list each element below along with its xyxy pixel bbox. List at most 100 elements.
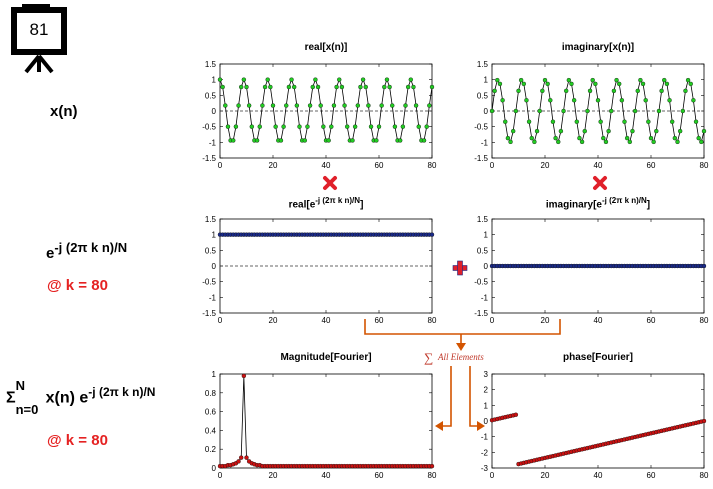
y-tick-label: 1	[212, 370, 217, 379]
data-point	[611, 88, 617, 94]
x-tick-label: 20	[269, 316, 278, 325]
y-tick-label: 1	[484, 76, 489, 85]
y-tick-label: 0	[212, 262, 217, 271]
slide-number: 81	[29, 20, 49, 39]
y-tick-label: -1	[481, 433, 489, 442]
data-point	[624, 135, 630, 141]
plus-icon	[452, 260, 468, 276]
data-point	[223, 103, 228, 108]
y-tick-label: 0.5	[205, 246, 217, 255]
data-point	[337, 77, 342, 82]
data-point	[662, 77, 667, 83]
data-point	[427, 103, 432, 108]
y-tick-label: -0.5	[202, 278, 216, 287]
data-point	[262, 84, 268, 90]
data-point	[254, 138, 260, 143]
data-point	[667, 98, 672, 103]
data-point	[670, 119, 675, 124]
data-point	[278, 138, 284, 143]
multiply-icon-2	[593, 176, 607, 190]
y-tick-label: 1.5	[477, 215, 489, 224]
data-point	[638, 77, 643, 83]
data-point	[590, 77, 595, 83]
title-imag-e: imaginary[e-j (2π k n)/N]	[492, 196, 704, 210]
data-point	[416, 124, 421, 129]
y-tick-label: 1.5	[205, 215, 217, 224]
data-point	[593, 81, 598, 87]
data-point	[656, 108, 662, 114]
x-tick-label: 20	[541, 161, 550, 170]
y-tick-label: 0	[212, 107, 217, 116]
y-tick-label: -1	[481, 138, 489, 147]
data-point	[518, 77, 524, 83]
data-point	[363, 84, 368, 90]
y-tick-label: -2	[481, 448, 489, 457]
data-point	[400, 124, 406, 129]
data-point	[231, 138, 236, 143]
data-point	[542, 77, 548, 83]
data-point	[270, 103, 276, 108]
dft-sub: n=0	[15, 402, 39, 418]
data-point	[672, 135, 678, 141]
data-point	[339, 84, 345, 90]
data-point	[548, 98, 553, 103]
data-point	[368, 124, 374, 129]
y-tick-label: -3	[481, 464, 489, 473]
kernel-label: e-j (2π k n)/N	[46, 240, 127, 262]
x-tick-label: 20	[269, 161, 278, 170]
x-tick-label: 20	[541, 471, 550, 480]
data-point	[495, 77, 500, 83]
title-magnitude: Magnitude[Fourier]	[280, 352, 372, 363]
y-tick-label: 1	[212, 231, 217, 240]
data-point	[691, 98, 696, 103]
data-point	[630, 128, 635, 134]
data-point	[614, 77, 619, 83]
data-point	[654, 128, 659, 134]
data-point	[233, 124, 239, 129]
data-point	[622, 119, 627, 124]
data-point	[699, 139, 704, 145]
x-tick-label: 80	[700, 316, 709, 325]
data-point	[421, 138, 427, 143]
data-point	[566, 77, 572, 83]
data-point	[693, 119, 699, 124]
y-tick-label: -1.5	[474, 309, 488, 318]
data-point	[503, 119, 508, 124]
data-point	[537, 108, 542, 114]
plot-imag_x: 0 20 40 60 80 1.5 1 0.5 0 -0.5 -1 -1.5	[474, 60, 709, 170]
data-point	[366, 103, 371, 108]
data-point	[302, 138, 307, 143]
data-point	[315, 84, 321, 90]
data-point	[524, 98, 529, 103]
x-tick-label: 20	[541, 316, 550, 325]
dft-k-label: @ k = 80	[47, 432, 108, 449]
data-point	[635, 88, 640, 94]
data-point	[603, 139, 609, 145]
slide-number-icon	[6, 4, 68, 76]
data-point	[550, 119, 556, 124]
data-point	[313, 77, 318, 82]
dft-expr: x(n) e	[45, 389, 89, 407]
data-point	[281, 124, 286, 129]
data-point	[646, 119, 651, 124]
data-point	[345, 124, 350, 129]
data-point	[569, 81, 574, 87]
x-tick-label: 60	[375, 161, 384, 170]
data-point	[516, 88, 521, 94]
data-point	[497, 81, 503, 87]
y-tick-label: 1	[484, 401, 489, 410]
y-tick-label: 0.8	[205, 389, 217, 398]
data-point	[640, 81, 646, 87]
y-tick-label: 0.5	[205, 91, 217, 100]
data-point	[358, 84, 363, 90]
data-point	[489, 108, 495, 114]
data-point	[292, 84, 297, 90]
x-tick-label: 80	[428, 471, 437, 480]
data-point	[511, 128, 516, 134]
data-point	[513, 108, 519, 114]
sum-bracket-arrows	[364, 319, 561, 427]
data-point	[387, 84, 392, 90]
data-point	[532, 139, 537, 145]
data-point	[617, 81, 622, 87]
data-point	[374, 138, 379, 143]
